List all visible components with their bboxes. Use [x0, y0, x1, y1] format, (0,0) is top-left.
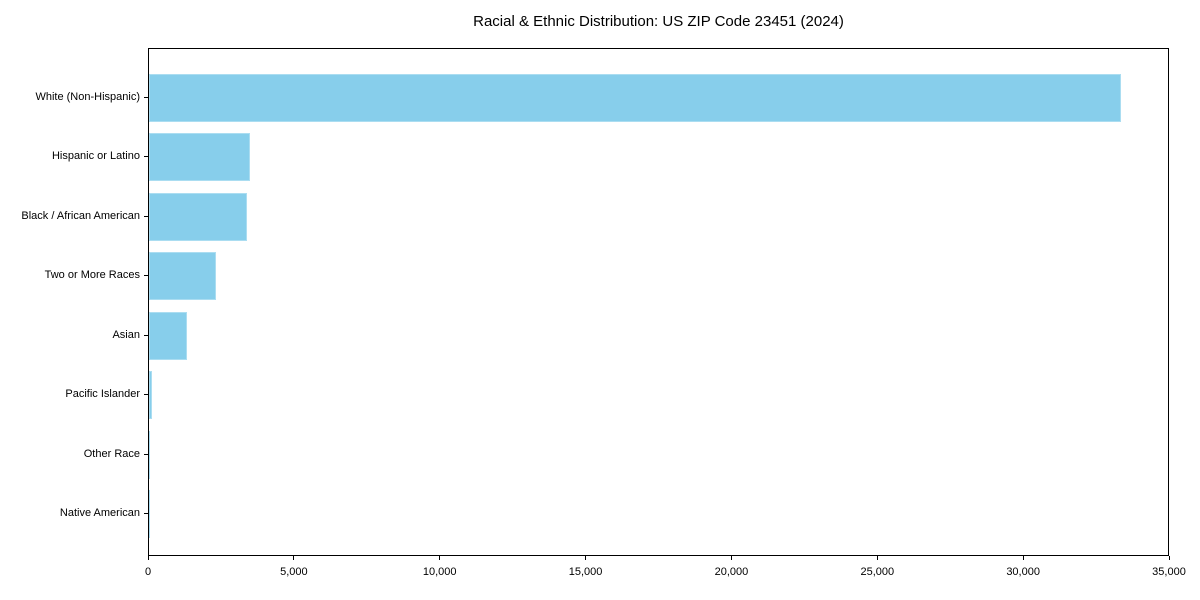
y-tick-mark: [144, 513, 148, 514]
y-tick-label: Asian: [112, 328, 140, 341]
y-tick-mark: [144, 334, 148, 336]
y-tick-mark: [144, 96, 148, 98]
x-tick-mark: [876, 556, 878, 560]
x-tick-mark: [1168, 556, 1170, 560]
bar-other-race: [149, 430, 151, 479]
bar-white-non-hispanic: [149, 73, 1122, 122]
y-tick-mark: [144, 453, 148, 455]
y-tick-label: Black / African American: [21, 209, 140, 222]
x-tick-mark: [439, 556, 441, 560]
bar-two-or-more-races: [149, 252, 216, 300]
y-tick-label: Native American: [59, 507, 140, 519]
bar-pacific-islander: [149, 371, 152, 419]
x-tick-mark: [1022, 556, 1024, 560]
x-tick-label: 0: [144, 566, 152, 578]
y-tick-label: Two or More Races: [44, 269, 140, 281]
bar-hispanic-or-latino: [149, 133, 250, 181]
x-tick-label: 10,000: [422, 566, 457, 578]
y-tick-label: Other Race: [83, 447, 140, 460]
y-tick-mark: [144, 156, 148, 157]
plot-area: [148, 48, 1169, 556]
x-tick-label: 25,000: [860, 566, 895, 578]
y-tick-mark: [144, 215, 148, 217]
bar-asian: [149, 311, 188, 360]
chart-title: Racial & Ethnic Distribution: US ZIP Cod…: [473, 13, 844, 30]
y-tick-label: Pacific Islander: [65, 388, 140, 400]
x-tick-mark: [585, 556, 587, 560]
x-tick-label: 20,000: [714, 566, 749, 578]
x-tick-mark: [730, 556, 732, 560]
bar-native-american: [149, 490, 150, 538]
bar-black-african-american: [149, 192, 248, 241]
y-tick-mark: [144, 275, 148, 276]
x-tick-mark: [147, 556, 149, 560]
x-tick-mark: [293, 556, 295, 560]
y-tick-label: Hispanic or Latino: [51, 150, 140, 162]
y-tick-mark: [144, 394, 148, 395]
y-tick-label: White (Non-Hispanic): [35, 90, 140, 103]
x-tick-label: 30,000: [1006, 566, 1040, 578]
x-tick-label: 15,000: [568, 566, 603, 578]
x-tick-label: 5,000: [280, 566, 308, 578]
x-tick-label: 35,000: [1152, 566, 1186, 578]
